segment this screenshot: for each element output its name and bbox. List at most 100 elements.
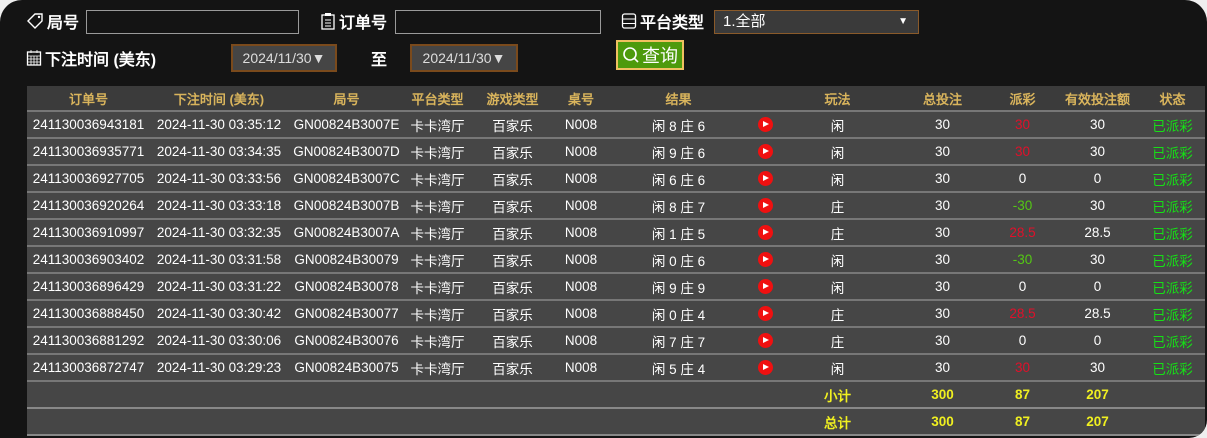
clipboard-icon (321, 13, 335, 30)
bet-cell: 30 (895, 165, 990, 193)
column-header: 订单号 (27, 86, 150, 112)
status-cell: 已派彩 (1140, 327, 1205, 355)
column-header: 玩法 (780, 86, 895, 112)
result-cell: 闲 9 庄 6 (607, 138, 750, 166)
replay-cell (750, 246, 780, 274)
platform-cell: 卡卡湾厅 (405, 111, 470, 139)
round-cell: GN00824B3007E (288, 111, 405, 139)
game-cell: 百家乐 (470, 219, 555, 247)
round-label: 局号 (26, 9, 79, 33)
status-cell: 已派彩 (1140, 192, 1205, 220)
play-cell: 庄 (780, 300, 895, 328)
time-cell: 2024-11-30 03:32:35 (150, 219, 288, 247)
order-input[interactable] (395, 10, 601, 34)
play-video-icon[interactable] (757, 360, 773, 376)
query-button-label: 查询 (642, 46, 678, 66)
game-cell: 百家乐 (470, 111, 555, 139)
time-cell: 2024-11-30 03:33:18 (150, 192, 288, 220)
platform-label: 平台类型 (621, 9, 704, 33)
subtotal-row: 小计 300 87 207 (27, 381, 1205, 409)
table-row: 241130036927705 2024-11-30 03:33:56 GN0082… (27, 165, 1205, 193)
column-header: 游戏类型 (470, 86, 555, 112)
column-header: 局号 (288, 86, 405, 112)
result-cell: 闲 8 庄 7 (607, 192, 750, 220)
time-label-text: 下注时间 (美东) (45, 52, 157, 69)
game-cell: 百家乐 (470, 327, 555, 355)
search-icon (623, 47, 639, 63)
order-cell: 241130036935771 (27, 138, 150, 166)
payout-cell: 30 (990, 354, 1055, 382)
column-header: 派彩 (990, 86, 1055, 112)
result-cell: 闲 6 庄 6 (607, 165, 750, 193)
platform-select[interactable]: 1.全部 ▼ (714, 10, 919, 34)
column-header: 有效投注额 (1055, 86, 1140, 112)
table-header-row: 订单号 下注时间 (美东) 局号 平台类型 游戏类型 桌号 结果 玩法 总投注 派彩 有效投注额 状态 (27, 86, 1205, 112)
platform-cell: 卡卡湾厅 (405, 300, 470, 328)
table-cell: N008 (555, 111, 607, 139)
play-video-icon[interactable] (757, 279, 773, 295)
table-row: 241130036903402 2024-11-30 03:31:58 GN0082… (27, 246, 1205, 274)
play-video-icon[interactable] (757, 198, 773, 214)
payout-cell: 0 (990, 327, 1055, 355)
play-video-icon[interactable] (757, 306, 773, 322)
time-label: 下注时间 (美东) (26, 46, 156, 70)
result-cell: 闲 9 庄 9 (607, 273, 750, 301)
time-cell: 2024-11-30 03:30:06 (150, 327, 288, 355)
date-to-picker[interactable]: 2024/11/30▼ (410, 44, 518, 72)
play-cell: 闲 (780, 138, 895, 166)
total-row: 总计 300 87 207 (27, 408, 1205, 436)
valid-cell: 30 (1055, 138, 1140, 166)
tag-icon (27, 13, 43, 29)
round-cell: GN00824B30079 (288, 246, 405, 274)
empty-cell (1140, 408, 1205, 436)
play-video-icon[interactable] (757, 333, 773, 349)
play-cell: 闲 (780, 165, 895, 193)
platform-cell: 卡卡湾厅 (405, 354, 470, 382)
dropdown-arrow-icon: ▼ (898, 16, 908, 27)
game-cell: 百家乐 (470, 192, 555, 220)
play-cell: 闲 (780, 273, 895, 301)
play-video-icon[interactable] (757, 144, 773, 160)
subtotal-bet: 300 (895, 381, 990, 409)
play-video-icon[interactable] (757, 225, 773, 241)
result-cell: 闲 5 庄 4 (607, 354, 750, 382)
payout-cell: 30 (990, 111, 1055, 139)
time-cell: 2024-11-30 03:33:56 (150, 165, 288, 193)
play-video-icon[interactable] (757, 117, 773, 133)
column-header: 总投注 (895, 86, 990, 112)
table-cell: N008 (555, 165, 607, 193)
result-cell: 闲 0 庄 4 (607, 300, 750, 328)
total-label: 总计 (780, 408, 895, 436)
table-cell: N008 (555, 354, 607, 382)
status-cell: 已派彩 (1140, 111, 1205, 139)
play-cell: 庄 (780, 192, 895, 220)
bet-records-table: 订单号 下注时间 (美东) 局号 平台类型 游戏类型 桌号 结果 玩法 总投注 派彩 有效投注额 状态… (27, 86, 1205, 436)
order-cell: 241130036903402 (27, 246, 150, 274)
platform-cell: 卡卡湾厅 (405, 327, 470, 355)
time-cell: 2024-11-30 03:29:23 (150, 354, 288, 382)
table-cell: N008 (555, 327, 607, 355)
play-video-icon[interactable] (757, 171, 773, 187)
bet-cell: 30 (895, 327, 990, 355)
subtotal-valid: 207 (1055, 381, 1140, 409)
round-label-text: 局号 (47, 15, 80, 32)
table-row: 241130036943181 2024-11-30 03:35:12 GN0082… (27, 111, 1205, 139)
total-valid: 207 (1055, 408, 1140, 436)
round-input[interactable] (86, 10, 299, 34)
table-row: 241130036920264 2024-11-30 03:33:18 GN0082… (27, 192, 1205, 220)
play-cell: 庄 (780, 219, 895, 247)
round-cell: GN00824B30078 (288, 273, 405, 301)
replay-cell (750, 327, 780, 355)
bet-cell: 30 (895, 300, 990, 328)
table-row: 241130036910997 2024-11-30 03:32:35 GN0082… (27, 219, 1205, 247)
query-button[interactable]: 查询 (616, 40, 684, 70)
play-video-icon[interactable] (757, 252, 773, 268)
valid-cell: 30 (1055, 354, 1140, 382)
table-cell: N008 (555, 300, 607, 328)
order-cell: 241130036888450 (27, 300, 150, 328)
valid-cell: 28.5 (1055, 219, 1140, 247)
order-cell: 241130036927705 (27, 165, 150, 193)
round-cell: GN00824B30077 (288, 300, 405, 328)
date-from-picker[interactable]: 2024/11/30▼ (231, 44, 337, 72)
time-cell: 2024-11-30 03:34:35 (150, 138, 288, 166)
